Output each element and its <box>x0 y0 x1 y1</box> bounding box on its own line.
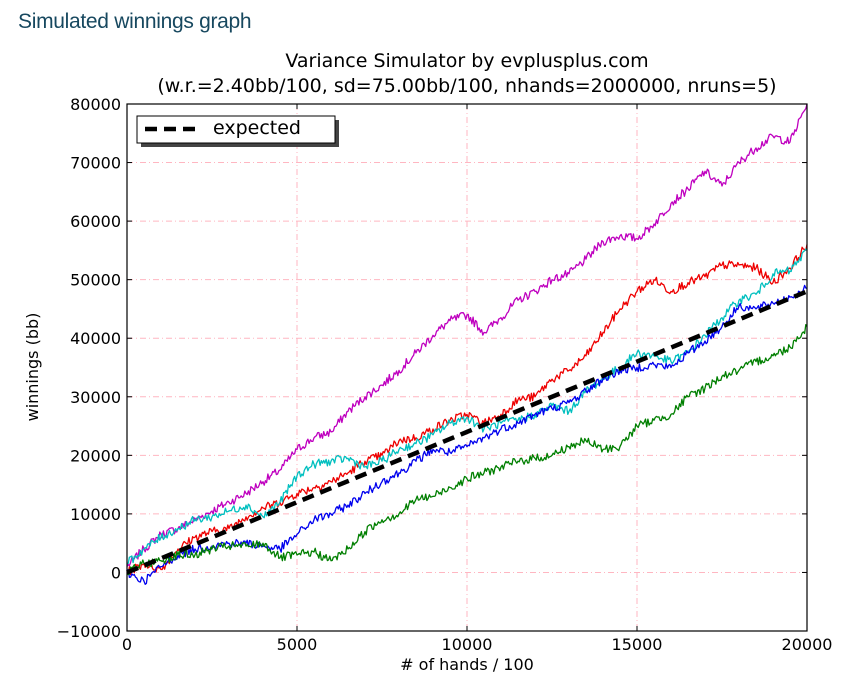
x-tick-label: 15000 <box>612 635 663 654</box>
y-axis-label: winnings (bb) <box>23 313 42 422</box>
y-tick-label: 0 <box>111 563 121 582</box>
expected-line <box>126 289 808 575</box>
legend: expected <box>136 115 339 147</box>
page-heading: Simulated winnings graph <box>18 10 252 33</box>
x-tick-label: 0 <box>122 635 132 654</box>
chart-subtitle: (w.r.=2.40bb/100, sd=75.00bb/100, nhands… <box>157 75 776 97</box>
y-tick-label: 70000 <box>70 154 121 173</box>
grid-lines <box>127 104 807 631</box>
chart-title: Variance Simulator by evplusplus.com <box>285 50 648 72</box>
y-tick-label: 10000 <box>70 505 121 524</box>
series-line <box>126 324 808 576</box>
y-tick-label: 20000 <box>70 446 121 465</box>
x-axis-label: # of hands / 100 <box>400 655 534 674</box>
y-tick-label: 40000 <box>70 329 121 348</box>
x-tick-label: 5000 <box>277 635 318 654</box>
y-tick-label: 30000 <box>70 388 121 407</box>
series-line <box>126 244 808 576</box>
y-tick-label: 80000 <box>70 95 121 114</box>
y-tick-label: 60000 <box>70 212 121 231</box>
series-lines <box>126 103 808 585</box>
x-tick-label: 20000 <box>782 635 833 654</box>
x-tick-label: 10000 <box>442 635 493 654</box>
axis-ticks: 0 5000 10000 15000 20000−1000001000020000300… <box>57 95 833 654</box>
y-tick-label: −10000 <box>57 622 121 641</box>
y-tick-label: 50000 <box>70 271 121 290</box>
legend-expected-label: expected <box>213 117 301 139</box>
legend-box <box>136 115 336 144</box>
series-line <box>126 103 808 567</box>
